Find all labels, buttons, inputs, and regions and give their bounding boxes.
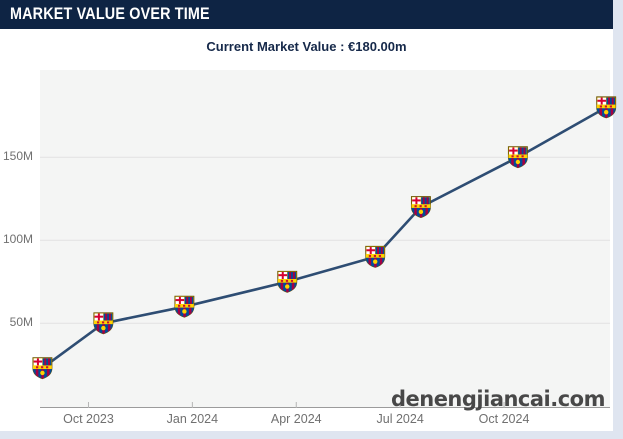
x-axis-labels: Oct 2023 Jan 2024 Apr 2024 Jul 2024 Oct 2024 xyxy=(40,412,610,430)
fc-barcelona-crest-icon[interactable] xyxy=(596,96,617,119)
section-header: MARKET VALUE OVER TIME xyxy=(0,0,613,29)
market-value-chart xyxy=(32,70,617,408)
x-axis-tick-label: Jan 2024 xyxy=(166,412,219,426)
fc-barcelona-crest-icon[interactable] xyxy=(93,312,114,335)
page-title: MARKET VALUE OVER TIME xyxy=(10,5,210,23)
y-axis-tick-label: 100M xyxy=(2,232,33,247)
x-axis-tick-label: Jul 2024 xyxy=(376,412,424,426)
market-value-line xyxy=(41,106,607,370)
fc-barcelona-crest-icon[interactable] xyxy=(32,357,53,380)
fc-barcelona-crest-icon[interactable] xyxy=(277,270,298,293)
current-market-value-label: Current Market Value : €180.00m xyxy=(206,39,407,54)
y-axis-tick-label: 150M xyxy=(2,149,33,164)
market-value-card: MARKET VALUE OVER TIME Current Market Va… xyxy=(0,0,617,431)
x-axis-tick-label: Apr 2024 xyxy=(270,412,322,426)
line-chart-canvas xyxy=(32,96,617,408)
fc-barcelona-crest-icon[interactable] xyxy=(365,245,386,268)
fc-barcelona-crest-icon[interactable] xyxy=(410,196,431,219)
y-axis-labels: 50M 100M 150M xyxy=(0,70,35,408)
fc-barcelona-crest-icon[interactable] xyxy=(507,146,528,169)
x-axis-tick-label: Oct 2024 xyxy=(478,412,530,426)
x-axis-tick-label: Oct 2023 xyxy=(63,412,114,426)
watermark: denengjiancai.com xyxy=(390,387,606,411)
fc-barcelona-crest-icon[interactable] xyxy=(174,295,195,318)
y-axis-tick-label: 50M xyxy=(9,315,33,330)
